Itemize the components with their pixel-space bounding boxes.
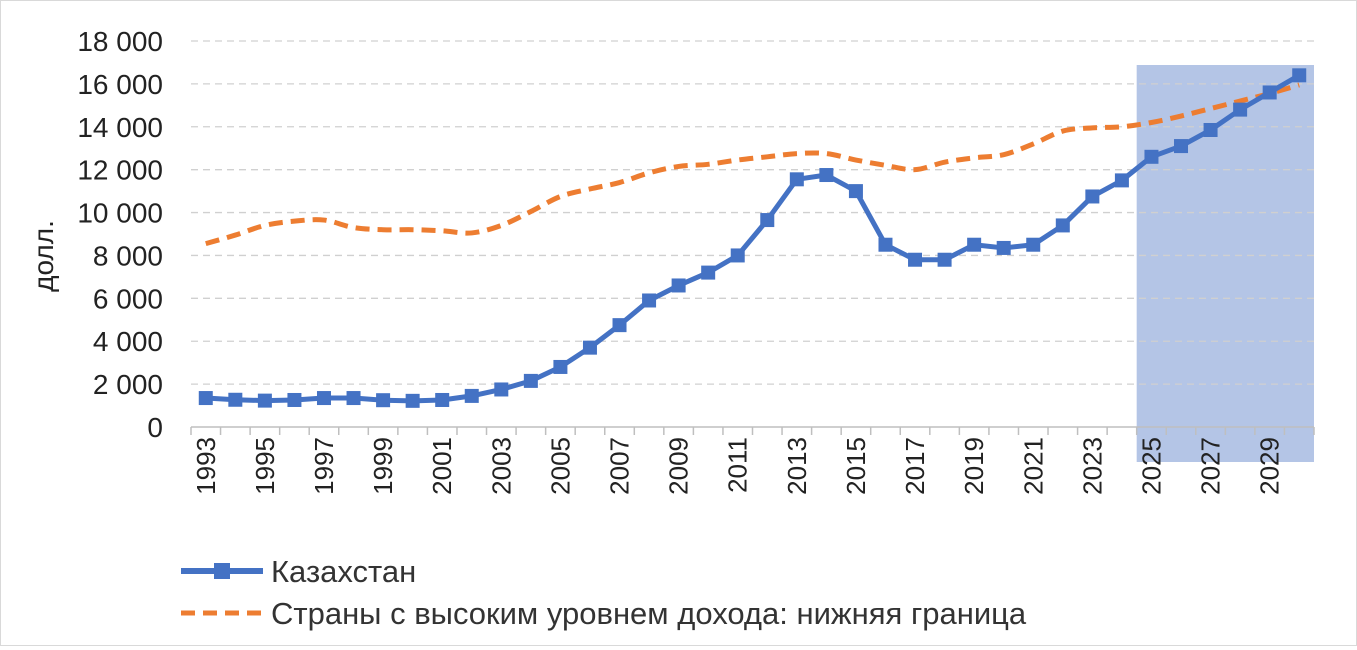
- data-point-kazakhstan: [376, 393, 391, 408]
- x-tick-label: 2025: [1136, 437, 1166, 495]
- data-point-kazakhstan: [287, 392, 302, 407]
- x-tick-label: 1999: [368, 437, 398, 495]
- x-tick-label: 2019: [959, 437, 989, 495]
- data-point-kazakhstan: [1203, 122, 1218, 137]
- data-point-kazakhstan: [1026, 237, 1041, 252]
- x-tick-label: 1997: [309, 437, 339, 495]
- x-tick-label: 2011: [723, 437, 753, 493]
- x-tick-label: 2013: [782, 437, 812, 495]
- x-tick-label: 2021: [1018, 437, 1048, 495]
- data-point-kazakhstan: [612, 318, 627, 333]
- x-tick-label: 2017: [900, 437, 930, 495]
- y-tick-label: 4 000: [93, 326, 163, 357]
- x-tick-label: 1995: [250, 437, 280, 495]
- y-tick-label: 8 000: [93, 240, 163, 271]
- x-tick-label: 2007: [605, 437, 635, 495]
- data-point-kazakhstan: [848, 184, 863, 199]
- data-point-kazakhstan: [789, 172, 804, 187]
- data-point-kazakhstan: [346, 391, 361, 406]
- data-point-kazakhstan: [671, 278, 686, 293]
- data-point-kazakhstan: [1055, 218, 1070, 233]
- data-point-kazakhstan: [819, 168, 834, 183]
- legend-label-kazakhstan: Казахстан: [271, 554, 416, 589]
- data-point-kazakhstan: [435, 392, 450, 407]
- data-point-kazakhstan: [1262, 85, 1277, 100]
- legend-item-kazakhstan: Казахстан: [181, 554, 416, 589]
- y-axis-tick-labels: 0 2 000 4 000 6 000 8 000 10 000 12 000 14 000 1…: [77, 26, 163, 443]
- x-tick-label: 2015: [841, 437, 871, 495]
- data-point-kazakhstan: [642, 293, 657, 308]
- legend: Казахстан Страны с высоким уровнем доход…: [181, 554, 1027, 631]
- x-tick-label: 2009: [664, 437, 694, 495]
- y-tick-label: 18 000: [77, 26, 163, 57]
- y-tick-label: 6 000: [93, 283, 163, 314]
- data-point-kazakhstan: [1174, 139, 1189, 154]
- x-axis-ticks: [190, 427, 1315, 435]
- y-tick-label: 16 000: [77, 69, 163, 100]
- data-point-kazakhstan: [996, 240, 1011, 255]
- data-point-kazakhstan: [701, 265, 716, 280]
- series-line-high-income: [205, 82, 1300, 247]
- y-tick-label: 0: [147, 412, 163, 443]
- x-tick-label: 2003: [486, 437, 516, 495]
- x-tick-label: 2005: [545, 437, 575, 495]
- x-tick-label: 1993: [191, 437, 221, 495]
- data-point-kazakhstan: [730, 248, 745, 263]
- y-tick-label: 12 000: [77, 155, 163, 186]
- legend-label-high-income: Страны с высоким уровнем дохода: нижняя …: [271, 596, 1027, 631]
- data-point-kazakhstan: [316, 391, 331, 406]
- data-point-kazakhstan: [1144, 149, 1159, 164]
- data-point-kazakhstan: [494, 382, 509, 397]
- y-axis-label: долл.: [28, 220, 59, 292]
- y-tick-label: 14 000: [77, 112, 163, 143]
- y-tick-label: 2 000: [93, 369, 163, 400]
- data-point-kazakhstan: [1233, 102, 1248, 117]
- x-tick-label: 2023: [1077, 437, 1107, 495]
- data-point-kazakhstan: [937, 252, 952, 267]
- data-point-kazakhstan: [582, 340, 597, 355]
- data-point-kazakhstan: [760, 213, 775, 228]
- x-tick-label: 2027: [1196, 437, 1226, 495]
- data-point-kazakhstan: [1114, 173, 1129, 188]
- data-point-kazakhstan: [1292, 68, 1307, 83]
- series-layer: [198, 68, 1307, 408]
- data-point-kazakhstan: [967, 237, 982, 252]
- legend-item-high-income: Страны с высоким уровнем дохода: нижняя …: [181, 596, 1027, 631]
- data-point-kazakhstan: [553, 359, 568, 374]
- x-axis-tick-labels: 1993 1995 1997 1999 2001 2003 2005 2007 2009 2011…: [191, 437, 1285, 495]
- data-point-kazakhstan: [405, 393, 420, 408]
- data-point-kazakhstan: [523, 373, 538, 388]
- data-point-kazakhstan: [878, 237, 893, 252]
- data-point-kazakhstan: [1085, 189, 1100, 204]
- data-point-kazakhstan: [257, 393, 272, 408]
- x-tick-label: 2029: [1255, 437, 1285, 495]
- data-point-kazakhstan: [198, 391, 213, 406]
- data-point-kazakhstan: [228, 392, 243, 407]
- data-point-kazakhstan: [908, 252, 923, 267]
- forecast-highlight-region: [1136, 65, 1314, 462]
- legend-marker-kazakhstan: [214, 563, 230, 579]
- x-tick-label: 2001: [427, 437, 457, 495]
- data-point-kazakhstan: [464, 388, 479, 403]
- y-tick-label: 10 000: [77, 198, 163, 229]
